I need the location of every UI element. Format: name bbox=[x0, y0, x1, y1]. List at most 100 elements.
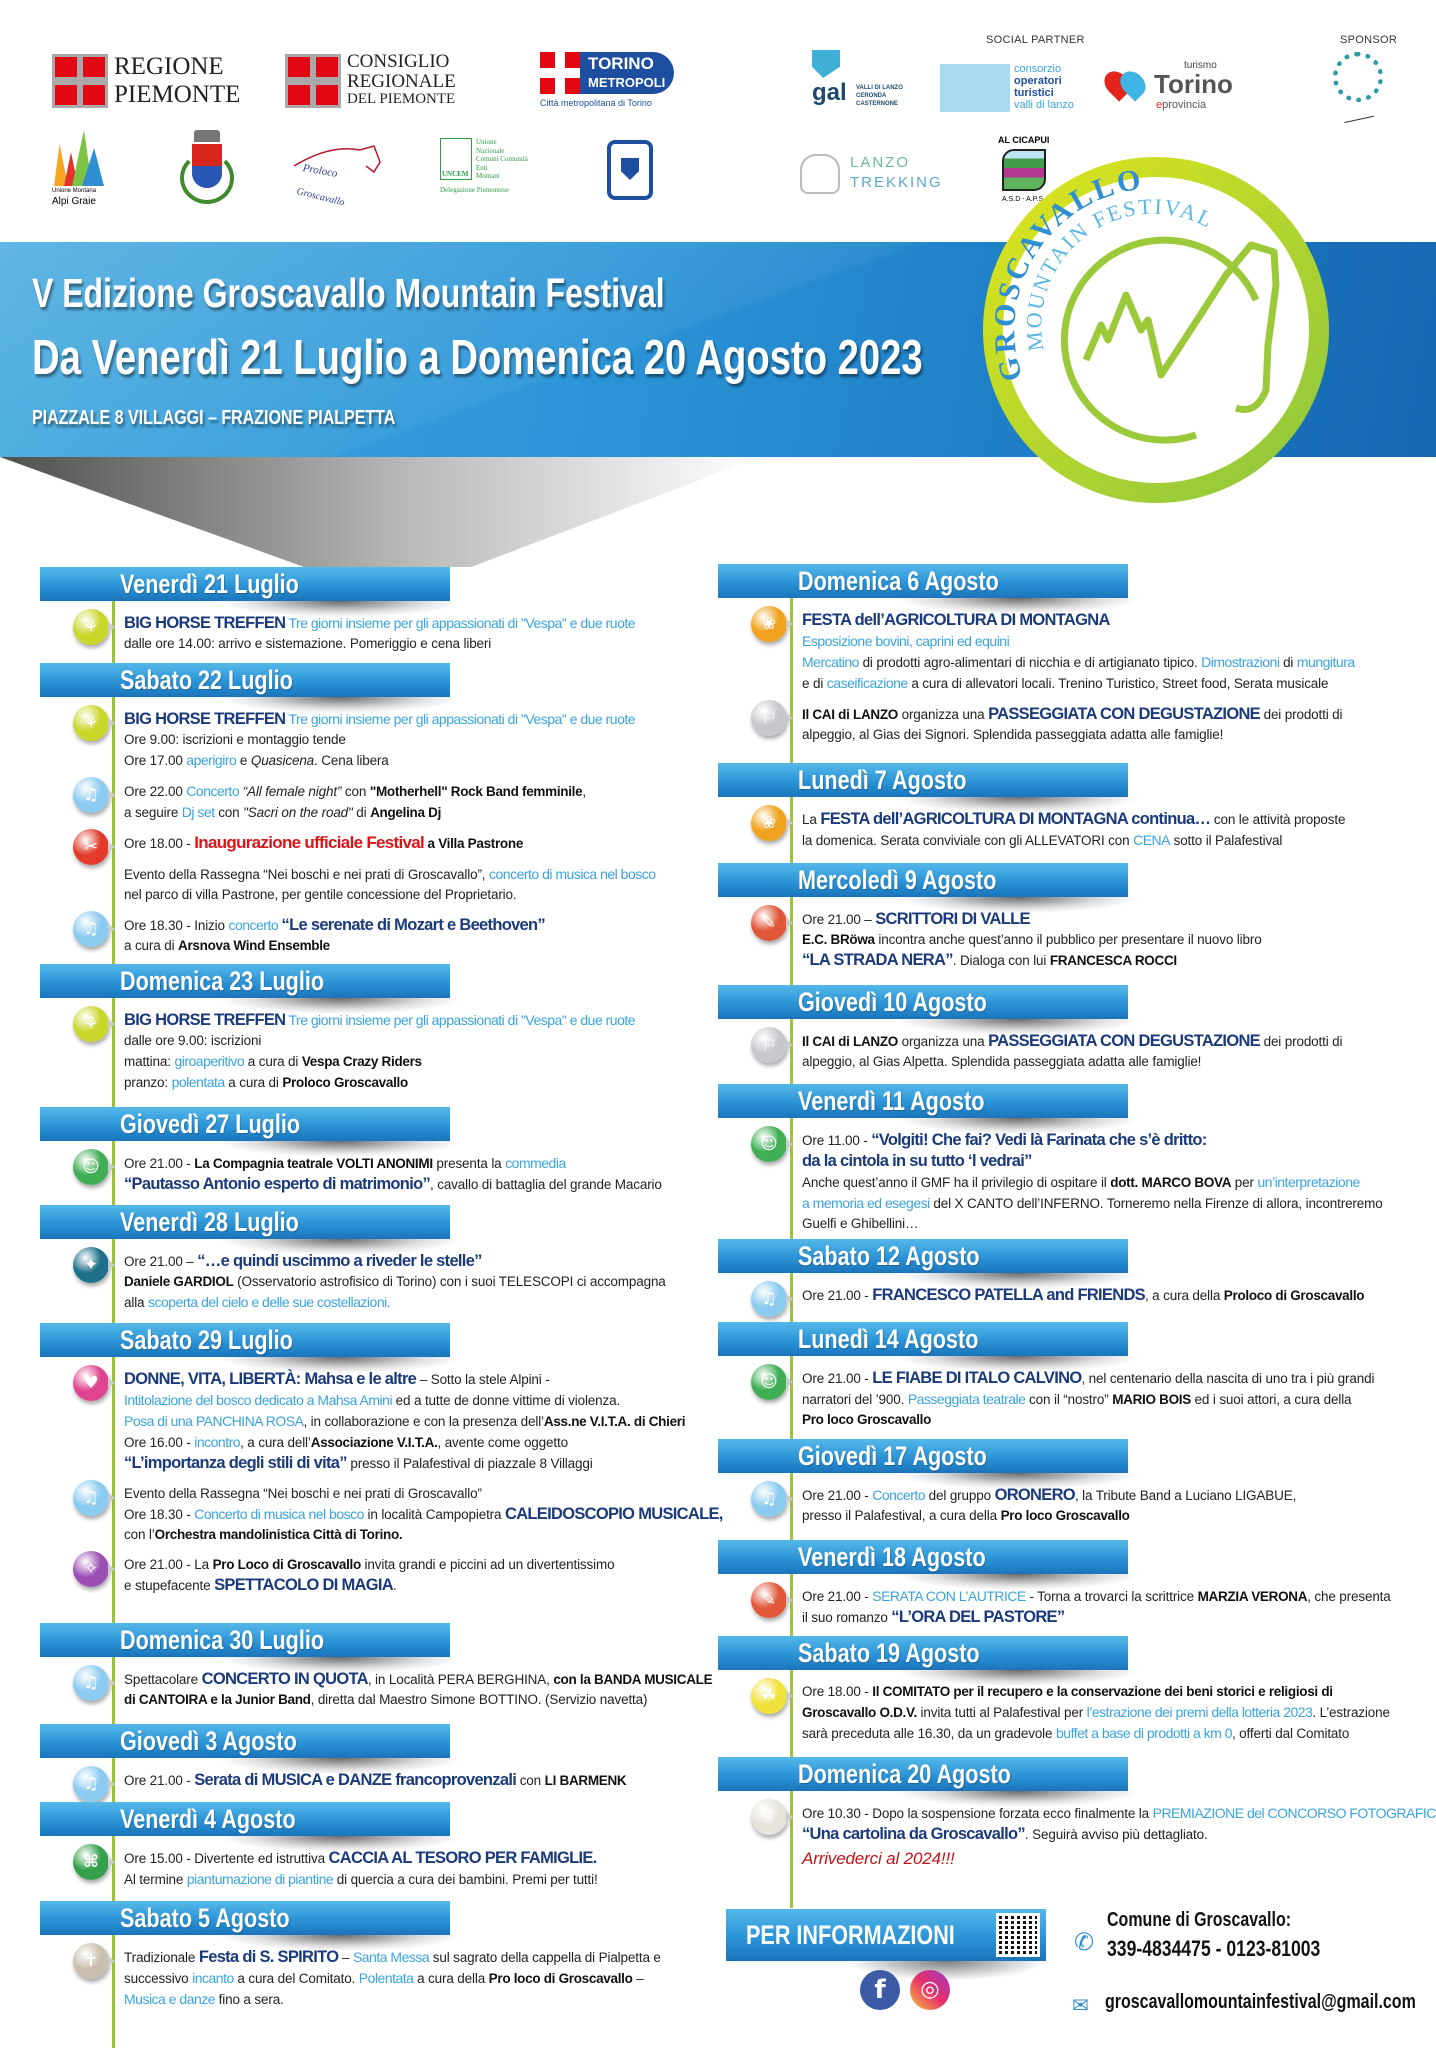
text-segment: Passeggiata teatrale bbox=[907, 1391, 1026, 1407]
info-banner: PER INFORMAZIONI bbox=[726, 1909, 1046, 1961]
day-header-shadow bbox=[898, 1273, 1138, 1289]
text-segment: - Torna a trovarci la scrittrice bbox=[1025, 1589, 1198, 1604]
text-segment: commedia bbox=[505, 1155, 566, 1171]
email-address[interactable]: groscavallomountainfestival@gmail.com bbox=[1105, 1991, 1416, 2013]
logo-consorzio-operatori: consorzio operatori turistici valli di l… bbox=[940, 63, 1090, 112]
event-line: di CANTOIRA e la Junior Band, diretta da… bbox=[124, 1690, 740, 1710]
text-segment: Proloco Groscavallo bbox=[282, 1075, 408, 1090]
day-title: Sabato 5 Agosto bbox=[120, 1903, 290, 1933]
piemonte-flag-icon bbox=[52, 54, 108, 108]
event-line: Ore 21.00 - FRANCESCO PATELLA and FRIEND… bbox=[802, 1285, 1418, 1306]
text-segment: E.C. BRöwa bbox=[802, 932, 875, 947]
text-segment: FRANCESCA ROCCI bbox=[1049, 953, 1177, 968]
text-segment: invita grandi e piccini ad un divertenti… bbox=[360, 1557, 615, 1572]
text-segment: Anche quest’anno il GMF ha il privilegio… bbox=[802, 1175, 1111, 1190]
phone-numbers[interactable]: 339-4834475 - 0123-81003 bbox=[1107, 1936, 1321, 1961]
logo-alpi-graie: Unione Montana Alpi Graie bbox=[52, 130, 112, 210]
event-item: ☺ Ore 11.00 - “Volgiti! Che fai? Vedi là … bbox=[718, 1126, 1418, 1234]
text-segment: mungitura bbox=[1296, 654, 1355, 670]
event-item: ♫ Spettacolare CONCERTO IN QUOTA, in Loca… bbox=[40, 1665, 740, 1710]
day-header-shadow bbox=[898, 1356, 1138, 1372]
event-line: dalle ore 9.00: iscrizioni bbox=[124, 1031, 740, 1051]
day-section: Sabato 29 Luglio ♥ DONNE, VITA, LIBERTÀ: M… bbox=[40, 1323, 740, 1596]
hiking-icon: ⚐ bbox=[751, 700, 793, 736]
event-line: Mercatino di prodotti agro-alimentari di… bbox=[802, 652, 1418, 673]
day-header: Venerdì 4 Agosto bbox=[40, 1802, 450, 1836]
festival-logo: GROSCAVALLO MOUNTAIN FESTIVAL bbox=[983, 157, 1329, 503]
logo-text: DEL PIEMONTE bbox=[347, 91, 456, 107]
facebook-icon[interactable]: f bbox=[860, 1970, 900, 2010]
text-segment: Ore 11.00 - bbox=[802, 1133, 872, 1148]
event-line: alpeggio, al Gias dei Signori. Splendida… bbox=[802, 725, 1418, 745]
text-segment: Concerto di musica nel bosco bbox=[194, 1506, 364, 1522]
text-segment: Al termine bbox=[124, 1872, 187, 1887]
text-segment: “Pautasso Antonio esperto di matrimonio” bbox=[124, 1175, 431, 1193]
instagram-icon[interactable]: ◎ bbox=[910, 1970, 950, 2010]
text-segment: e stupefacente bbox=[124, 1578, 215, 1593]
event-line: Ore 21.00 - La Compagnia teatrale VOLTI … bbox=[124, 1153, 740, 1174]
day-title: Venerdì 21 Luglio bbox=[120, 569, 299, 599]
event-list: ☺ Ore 21.00 - La Compagnia teatrale VOLTI… bbox=[40, 1141, 740, 1195]
text-segment: Proloco di Groscavallo bbox=[1223, 1288, 1365, 1303]
day-header: Venerdì 28 Luglio bbox=[40, 1205, 450, 1239]
text-segment: "Sacri on the road" bbox=[243, 805, 353, 820]
text-segment: Pro loco Groscavallo bbox=[1000, 1508, 1130, 1523]
event-line: e di caseificazione a cura di allevatori… bbox=[802, 673, 1418, 694]
text-segment: Evento della Rassegna “Nei boschi e nei … bbox=[124, 867, 489, 882]
day-header-shadow bbox=[898, 1118, 1138, 1134]
event-line: Ore 21.00 – “…e quindi uscimmo a riveder… bbox=[124, 1251, 740, 1272]
text-segment: Pro loco di Groscavallo bbox=[488, 1971, 633, 1986]
day-header: Sabato 12 Agosto bbox=[718, 1239, 1128, 1273]
text-segment: incontra anche quest’anno il pubblico pe… bbox=[874, 932, 1262, 947]
day-header-shadow bbox=[220, 1141, 460, 1157]
hiking-icon: ⚐ bbox=[751, 1027, 793, 1063]
logo-text: REGIONALE bbox=[347, 71, 456, 92]
text-segment: a cura di allevatori locali. Trenino Tur… bbox=[907, 676, 1329, 691]
event-line: Ore 10.30 - Dopo la sospensione forzata … bbox=[802, 1803, 1436, 1824]
event-line: Ore 17.00 aperigiro e Quasicena. Cena li… bbox=[124, 750, 740, 771]
text-segment: presenta la bbox=[432, 1156, 506, 1171]
day-header-shadow bbox=[898, 1670, 1138, 1686]
logo-text: Delegazione Piemontese bbox=[440, 186, 510, 194]
text-segment: Ore 21.00 - bbox=[802, 1488, 873, 1503]
logo-text: valli di lanzo bbox=[1014, 99, 1074, 111]
text-segment: Esposizione bovini, caprini ed equini bbox=[802, 633, 1010, 649]
text-segment: del X CANTO dell’INFERNO. Torneremo nell… bbox=[929, 1196, 1383, 1211]
text-segment: con il “nostro” bbox=[1025, 1392, 1113, 1407]
logo-text: Torino bbox=[1154, 69, 1233, 99]
text-segment: – Sotto la stele Alpini - bbox=[416, 1372, 550, 1387]
event-list: ♕ Ore 10.30 - Dopo la sospensione forzata… bbox=[718, 1791, 1436, 1873]
text-segment: ORONERO bbox=[994, 1486, 1076, 1504]
day-section: Venerdì 21 Luglio ⚘ BIG HORSE TREFFEN Tre … bbox=[40, 567, 740, 654]
event-line: Pro loco Groscavallo bbox=[802, 1410, 1418, 1430]
event-line: il suo romanzo “L’ORA DEL PASTORE” bbox=[802, 1607, 1418, 1628]
text-segment: piantumazione di piantine bbox=[186, 1871, 334, 1887]
day-section: Sabato 22 Luglio ⚘ BIG HORSE TREFFEN Tre g… bbox=[40, 663, 740, 956]
event-list: ⚘ BIG HORSE TREFFEN Tre giorni insieme pe… bbox=[40, 697, 740, 956]
event-item: ⚘ BIG HORSE TREFFEN Tre giorni insieme pe… bbox=[40, 609, 740, 654]
day-header-shadow bbox=[220, 1935, 460, 1951]
text-segment: di quercia a cura dei bambini. Premi per… bbox=[333, 1872, 598, 1887]
text-segment: Mercatino bbox=[802, 654, 859, 670]
day-section: Giovedì 27 Luglio ☺ Ore 21.00 - La Compagn… bbox=[40, 1107, 740, 1195]
day-header-shadow bbox=[220, 1758, 460, 1774]
day-header: Venerdì 18 Agosto bbox=[718, 1540, 1128, 1574]
event-line: alpeggio, al Gias Alpetta. Splendida pas… bbox=[802, 1052, 1418, 1072]
text-segment: con bbox=[214, 805, 244, 820]
text-segment: DONNE, VITA, LIBERTÀ: Mahsa e le altre bbox=[124, 1370, 417, 1388]
event-item: ⚘ BIG HORSE TREFFEN Tre giorni insieme pe… bbox=[40, 705, 740, 771]
event-item: ✂ Ore 18.00 - Inaugurazione ufficiale Fes… bbox=[40, 829, 740, 865]
text-segment: di bbox=[1279, 655, 1297, 670]
text-segment: Ore 21.00 - bbox=[802, 1288, 873, 1303]
logo-text: PIEMONTE bbox=[114, 81, 241, 108]
text-segment: per bbox=[1231, 1175, 1258, 1190]
event-item: ☺ Ore 21.00 - La Compagnia teatrale VOLTI… bbox=[40, 1149, 740, 1195]
vespa-icon: ⚘ bbox=[73, 1006, 115, 1042]
event-list: ☺ Ore 21.00 - LE FIABE DI ITALO CALVINO, … bbox=[718, 1356, 1418, 1430]
horse-icon bbox=[293, 145, 381, 174]
text-segment: Concerto bbox=[186, 783, 240, 799]
text-segment: BIG HORSE TREFFEN bbox=[124, 1011, 286, 1029]
text-segment: con l’ bbox=[124, 1527, 155, 1542]
text-segment: dalle ore 9.00: iscrizioni bbox=[124, 1033, 262, 1048]
trophy-icon: ♕ bbox=[751, 1799, 793, 1835]
